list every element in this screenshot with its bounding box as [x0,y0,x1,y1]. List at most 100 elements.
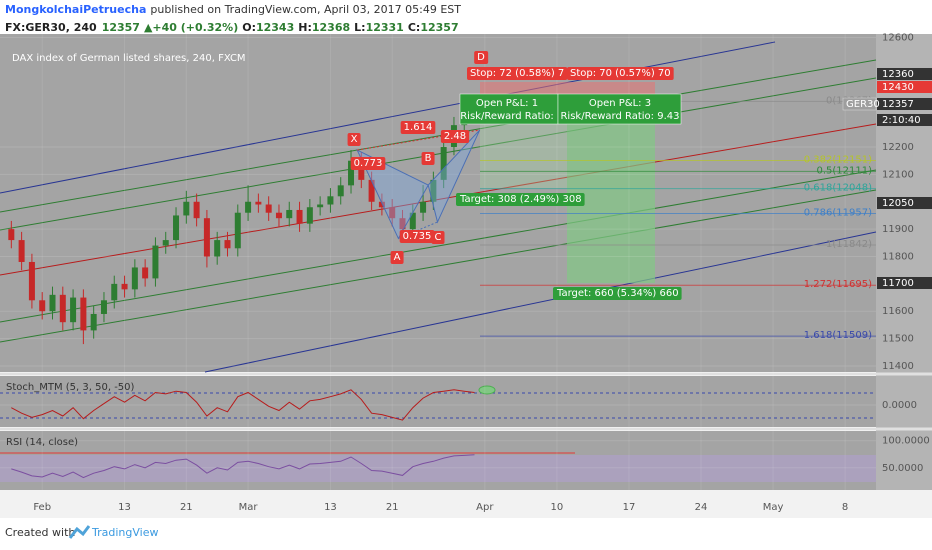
candle-body [131,267,138,290]
logo-mark [68,525,91,539]
channel-line [0,59,877,213]
price-tag-bg [877,98,932,110]
target-label: Target: 660 (5.34%) 660 [556,288,679,299]
pattern-point-label-bg [347,133,361,146]
stop-label-bg [467,67,568,80]
candle-body [317,204,324,208]
x-tick-label: Mar [239,502,259,513]
candle-body [296,209,303,224]
stop-label-bg [567,67,674,80]
channel-line [0,189,877,343]
time-axis [0,490,932,518]
channel-drawings [0,41,877,373]
pattern-point-label-bg [431,231,445,244]
candle-body [275,212,282,219]
price-tag-bg [877,81,932,93]
pattern-point-label-bg [421,152,435,165]
target-label-bg [553,287,682,300]
candle-body [420,201,427,213]
candle-body [327,196,334,205]
pattern-point-label: D [477,52,485,63]
channel-line [0,77,877,231]
author[interactable]: MongkolchaiPetruecha [5,3,146,16]
channel-line [0,169,877,323]
candle-body [100,300,107,314]
target-label-box: Target: 660 (5.34%) 660 [553,287,682,300]
pattern-ratio-box: 0.773 [350,157,386,170]
pattern-point-label: X [351,134,358,145]
candle-body [8,229,15,241]
x-tick-label: 21 [386,502,399,513]
candle-body [255,201,262,205]
price-tag: 12430 [882,82,914,93]
target-label: Target: 308 (2.49%) 308 [459,194,582,205]
rsi-band [0,455,876,482]
pattern-ratio-box: 2.48 [440,130,470,143]
y-tick-label: 12200 [882,142,914,153]
stoch-highlight [478,385,496,395]
price-tag-bg [877,277,932,289]
x-tick-label: 13 [118,502,131,513]
y-tick-label: 11900 [882,224,914,235]
y-tick-label: 11600 [882,306,914,317]
candle-body [28,261,35,301]
pattern-ratio-bg [399,230,435,243]
fib-level-label: 0.382(12151) [804,154,872,165]
candle-body [111,283,118,301]
y-tick-label: 12100 [882,169,914,180]
countdown: 2:10:40 [882,115,921,126]
price-tag: 12360 [882,69,914,80]
candle-body [389,207,396,219]
x-tick-label: Feb [33,502,51,513]
candle-body [409,212,416,230]
fib-level-label: 0.5(12111) [816,165,872,176]
candle-body [214,240,221,257]
published: published on TradingView.com, April 03, … [150,3,461,16]
stop-label: Stop: 70 (0.57%) 70 [570,68,671,79]
pnl-label: Open P&L: 1 [476,98,538,109]
y-tick-label: 100.0000 [882,436,930,447]
pattern-point-label: B [425,153,432,164]
symbol: FX:GER30, 240 [5,21,97,34]
pane-title: Stoch_MTM (5, 3, 50, -50) [6,382,135,393]
pattern-point-label: C [435,232,442,243]
pattern-point-label: A [394,252,401,263]
tradingview-logo [68,525,91,539]
y-tick-label: 0.0000 [882,400,917,411]
pattern-triangle [356,148,429,240]
last-price: 12357 [102,21,140,34]
x-tick-label: 21 [180,502,193,513]
risk-reward-label: Risk/Reward Ratio: 9.43 [560,111,679,122]
y-tick-label: 12600 [882,33,914,44]
candle-body [440,147,447,180]
pattern-ratio-bg [440,130,470,143]
x-tick-label: 24 [695,502,708,513]
candle-body [90,313,97,331]
footer-brand[interactable]: TradingView [91,526,158,539]
fib-level-label: 1(11842) [826,239,872,250]
candle-body [59,294,66,323]
candle-body [368,179,375,202]
price-tag: 12357 [882,99,914,110]
pattern-leg [357,129,480,151]
candle-body [39,300,46,312]
candle-body [358,160,365,180]
header-line: MongkolchaiPetruecha published on Trading… [5,3,461,16]
indicator-line [11,389,475,421]
pattern-ratio: 2.48 [444,131,466,142]
risk-reward-label: Risk/Reward Ratio: [460,111,554,122]
pattern-point-label-bg [474,51,489,64]
pattern-ratio: 0.735 [403,231,432,242]
symbol-tag: GER30 [846,99,880,110]
candle-body [203,218,210,257]
channel-line [0,123,877,276]
candle-body [152,245,159,279]
price-tag-bg [877,68,932,80]
candle-body [337,185,344,197]
y-tick-label: 11500 [882,334,914,345]
candle-body [348,160,355,186]
candle-body [173,215,180,241]
stop-label: Stop: 72 (0.58%) 7 [470,68,564,79]
candle-body [18,240,25,262]
